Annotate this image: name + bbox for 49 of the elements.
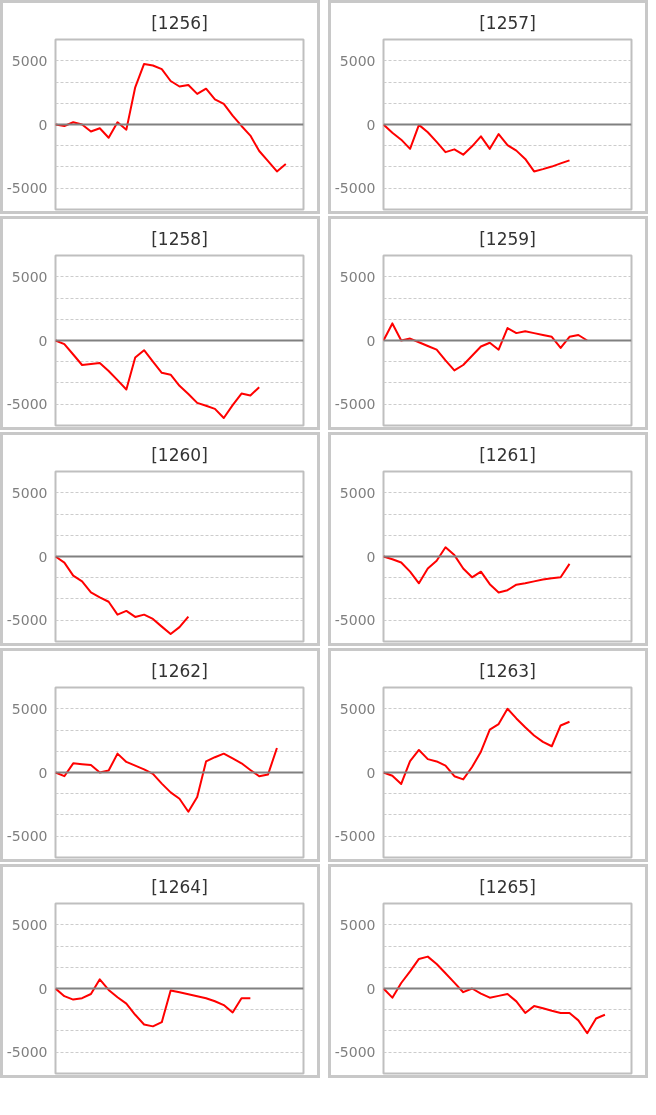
line-series (383, 546, 571, 594)
y-tick-label: -5000 (6, 612, 48, 629)
y-tick-label: 5000 (11, 700, 48, 717)
y-tick-label: 0 (366, 116, 376, 133)
y-tick-label: 0 (366, 332, 376, 349)
chart-title: [1258] (151, 228, 208, 249)
y-tick-label: 0 (38, 332, 48, 349)
chart-title: [1265] (479, 876, 536, 897)
y-tick-label: 5000 (339, 484, 376, 501)
line-series (55, 555, 190, 636)
line-series (55, 747, 278, 813)
line-series (383, 955, 606, 1035)
y-tick-label: -5000 (6, 396, 48, 413)
y-tick-label: -5000 (6, 1044, 48, 1061)
y-tick-label: -5000 (334, 1044, 376, 1061)
y-tick-label: 0 (38, 116, 48, 133)
y-tick-label: 5000 (11, 268, 48, 285)
y-tick-label: -5000 (334, 180, 376, 197)
chart-title: [1262] (151, 660, 208, 681)
y-tick-label: -5000 (334, 612, 376, 629)
y-tick-label: 0 (366, 764, 376, 781)
chart-title: [1259] (479, 228, 536, 249)
y-tick-label: 0 (366, 980, 376, 997)
y-tick-label: 5000 (339, 916, 376, 933)
chart-title: [1261] (479, 444, 536, 465)
y-tick-label: -5000 (6, 828, 48, 845)
chart-title: [1264] (151, 876, 208, 897)
line-series (383, 123, 571, 173)
y-tick-label: -5000 (334, 828, 376, 845)
line-series (383, 707, 571, 785)
y-tick-label: 5000 (11, 484, 48, 501)
y-tick-label: 5000 (339, 700, 376, 717)
y-tick-label: 5000 (11, 52, 48, 69)
y-tick-label: 5000 (339, 268, 376, 285)
y-tick-label: 5000 (11, 916, 48, 933)
y-tick-label: 0 (38, 548, 48, 565)
chart-title: [1257] (479, 12, 536, 33)
line-series (383, 322, 589, 372)
line-series (55, 339, 261, 420)
chart-title: [1263] (479, 660, 536, 681)
y-tick-label: 5000 (339, 52, 376, 69)
y-tick-label: 0 (366, 548, 376, 565)
y-tick-label: -5000 (334, 396, 376, 413)
chart-title: [1256] (151, 12, 208, 33)
line-series (55, 978, 252, 1028)
y-tick-label: 0 (38, 764, 48, 781)
y-tick-label: 0 (38, 980, 48, 997)
chart-title: [1260] (151, 444, 208, 465)
y-tick-label: -5000 (6, 180, 48, 197)
